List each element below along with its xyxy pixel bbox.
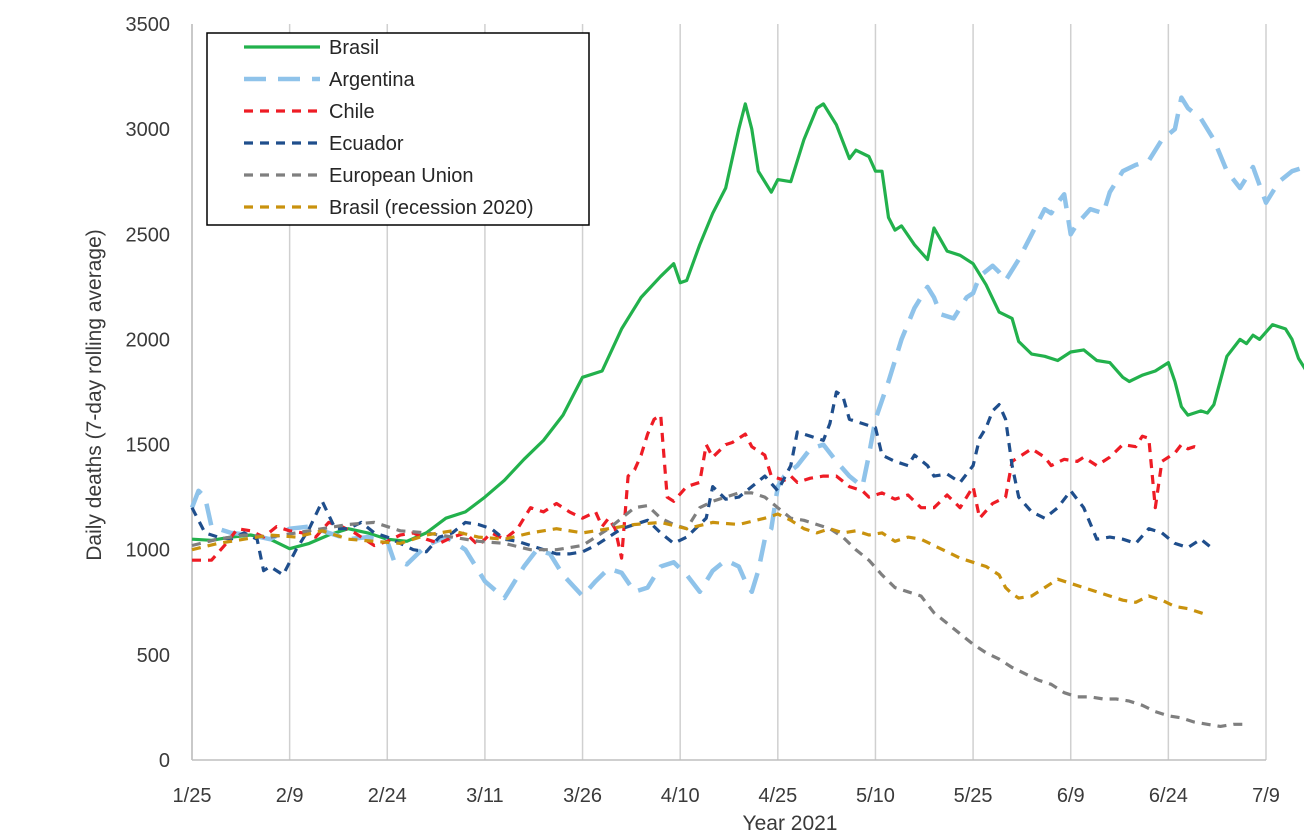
x-tick-label: 2/9 (276, 785, 304, 807)
x-tick-label: 2/24 (368, 785, 407, 807)
legend-items: Brasil Argentina Chile Ecuador European Unio… (244, 37, 534, 219)
x-tick-label: 3/11 (466, 785, 503, 807)
legend: Brasil Argentina Chile Ecuador European Unio… (206, 32, 590, 226)
x-tick-label: 4/25 (758, 785, 797, 807)
x-tick-label: 7/9 (1252, 785, 1280, 807)
y-tick-label: 0 (159, 750, 170, 772)
x-tick-label: 5/10 (856, 785, 895, 807)
legend-label-brasil-recession-2020: Brasil (recession 2020) (329, 197, 534, 219)
x-tick-label: 6/9 (1057, 785, 1085, 807)
x-tick-label: 3/26 (563, 785, 602, 807)
axes (191, 24, 1266, 761)
y-tick-label: 3000 (126, 119, 171, 141)
series-line-chile (192, 413, 1202, 562)
y-tick-label: 1000 (126, 540, 171, 562)
x-tick-label: 1/25 (173, 785, 212, 807)
series-line-brasil (191, 102, 1304, 551)
y-tick-label: 2000 (126, 329, 171, 351)
legend-label-ecuador: Ecuador (329, 133, 404, 155)
x-tick-label: 6/24 (1149, 785, 1188, 807)
y-tick-label: 1500 (126, 435, 171, 457)
legend-label-chile: Chile (329, 101, 375, 123)
y-tick-label: 2500 (126, 224, 171, 246)
series-line-ecuador (190, 390, 1215, 577)
legend-label-argentina: Argentina (329, 69, 415, 91)
x-axis-title: Year 2021 (743, 812, 838, 835)
y-tick-label: 500 (137, 645, 170, 667)
legend-label-brasil: Brasil (329, 37, 379, 59)
y-tick-label: 3500 (126, 14, 171, 36)
legend-label-european-union: European Union (329, 165, 474, 187)
legend-box (206, 32, 590, 226)
tick-labels: 1/25 2/9 2/24 3/11 3/26 4/10 4/25 5/10 5/25 6/9 6/… (126, 14, 1280, 807)
y-axis-title: Daily deaths (7-day rolling average) (83, 229, 106, 561)
x-tick-label: 5/25 (954, 785, 993, 807)
series-line-brasil-recession-2020 (191, 512, 1208, 617)
series-line-argentina (189, 95, 1304, 601)
series-line-european-union (191, 491, 1247, 729)
x-tick-label: 4/10 (661, 785, 700, 807)
series-lines (189, 95, 1304, 729)
